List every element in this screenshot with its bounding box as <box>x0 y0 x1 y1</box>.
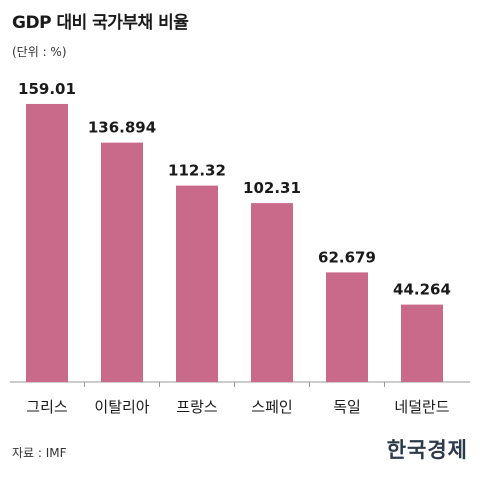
bar-chart: 159.01 그리스 136.894 이탈리아 112.32 프랑스 102.31 스페인 62… <box>10 80 470 416</box>
category-label: 이탈리아 <box>94 398 149 416</box>
value-label: 102.31 <box>243 179 301 197</box>
value-label: 62.679 <box>318 248 376 266</box>
value-label: 136.894 <box>88 119 156 137</box>
category-label: 프랑스 <box>176 398 218 416</box>
value-label: 112.32 <box>168 162 226 180</box>
chart-title: GDP 대비 국가부채 비율 <box>12 13 189 33</box>
bar-1 <box>26 103 68 382</box>
category-label: 스페인 <box>251 398 292 416</box>
value-label: 159.01 <box>18 80 76 98</box>
bar-5 <box>326 272 368 382</box>
category-label: 네덜란드 <box>394 398 449 416</box>
value-label: 44.264 <box>393 281 451 299</box>
bar-6 <box>401 304 443 382</box>
bar-2 <box>101 142 143 382</box>
bar-4 <box>251 203 293 382</box>
publisher-logo: 한국경제 <box>386 437 468 462</box>
bar-3 <box>176 185 218 382</box>
unit-label: (단위 : %) <box>12 45 67 59</box>
category-label: 그리스 <box>26 398 68 416</box>
category-label: 독일 <box>333 398 361 416</box>
source-label: 자료 : IMF <box>12 446 67 460</box>
